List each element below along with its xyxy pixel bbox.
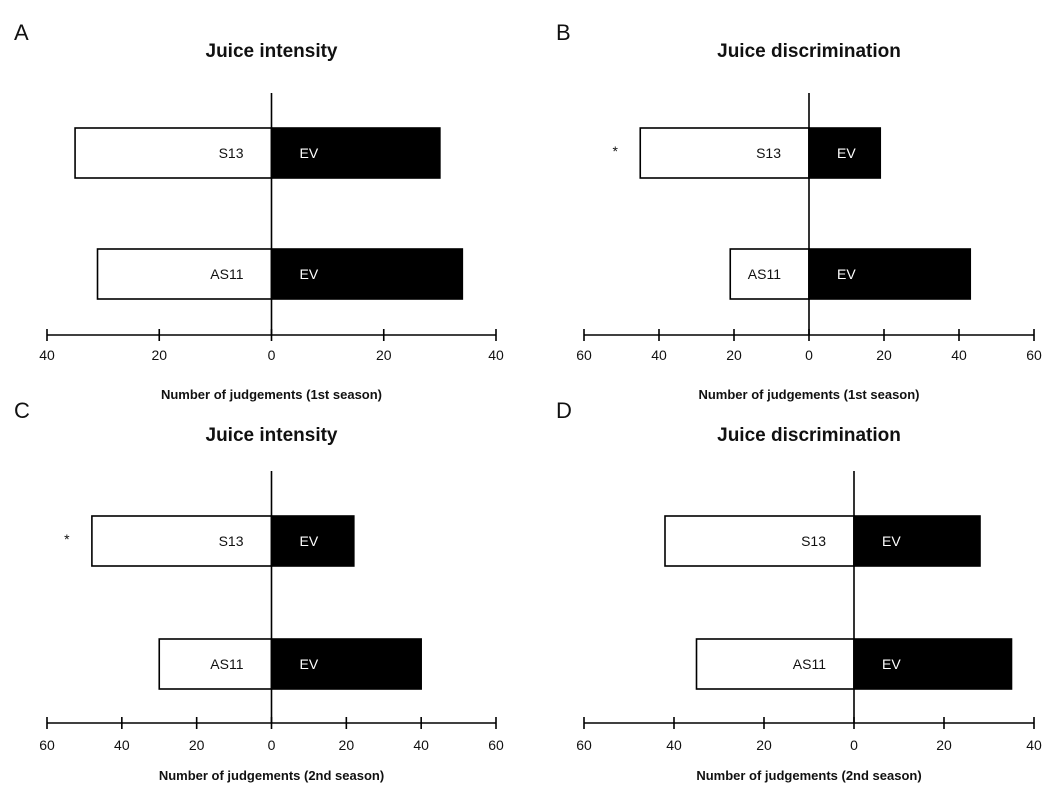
bar-left bbox=[158, 638, 273, 690]
x-axis-label: Number of judgements (1st season) bbox=[161, 387, 382, 402]
bar-label: EV bbox=[882, 533, 901, 549]
bar-right bbox=[270, 638, 422, 690]
bar-right bbox=[853, 638, 1013, 690]
x-tick-label: 20 bbox=[876, 347, 892, 363]
x-tick-label: 20 bbox=[756, 737, 772, 753]
bar-right bbox=[853, 515, 981, 567]
bar-label: AS11 bbox=[793, 656, 826, 672]
bar-label: EV bbox=[300, 533, 319, 549]
panel-letter: B bbox=[556, 20, 571, 45]
x-tick-label: 40 bbox=[114, 737, 130, 753]
chart-title: Juice intensity bbox=[206, 425, 338, 446]
x-tick-label: 40 bbox=[413, 737, 429, 753]
x-tick-label: 20 bbox=[189, 737, 205, 753]
bar-label: EV bbox=[300, 266, 319, 282]
x-tick-label: 0 bbox=[850, 737, 858, 753]
bar-label: AS11 bbox=[210, 656, 243, 672]
x-tick-label: 40 bbox=[666, 737, 682, 753]
x-tick-label: 40 bbox=[488, 347, 504, 363]
x-tick-label: 20 bbox=[151, 347, 167, 363]
chart-title: Juice discrimination bbox=[717, 41, 901, 62]
significance-marker: * bbox=[613, 143, 619, 159]
x-tick-label: 40 bbox=[651, 347, 667, 363]
bar-right bbox=[270, 127, 441, 179]
panel-c: C Juice intensity S13 EV * AS11 EV 60 40 20 0 20 40 6… bbox=[14, 398, 504, 783]
bar-left bbox=[729, 248, 810, 300]
x-tick-label: 60 bbox=[1026, 347, 1042, 363]
bar-label: EV bbox=[882, 656, 901, 672]
x-tick-label: 0 bbox=[805, 347, 813, 363]
bar-left bbox=[639, 127, 810, 179]
bar-right bbox=[270, 248, 464, 300]
bar-label: S13 bbox=[219, 533, 244, 549]
bar-left bbox=[91, 515, 273, 567]
x-tick-label: 20 bbox=[726, 347, 742, 363]
chart-title: Juice intensity bbox=[206, 41, 338, 62]
panel-letter: C bbox=[14, 398, 30, 423]
x-tick-label: 0 bbox=[268, 347, 276, 363]
panel-letter: D bbox=[556, 398, 572, 423]
bar-label: EV bbox=[837, 145, 856, 161]
x-tick-label: 60 bbox=[488, 737, 504, 753]
bar-left bbox=[74, 127, 273, 179]
bar-label: S13 bbox=[801, 533, 826, 549]
panel-a: A Juice intensity S13 EV AS11 EV 40 20 0 20 40 Numb… bbox=[14, 20, 504, 402]
bar-label: AS11 bbox=[748, 266, 781, 282]
x-tick-label: 60 bbox=[576, 347, 592, 363]
x-axis-label: Number of judgements (1st season) bbox=[698, 387, 919, 402]
bar-left bbox=[96, 248, 273, 300]
bar-label: AS11 bbox=[210, 266, 243, 282]
bar-right bbox=[808, 127, 882, 179]
bar-label: S13 bbox=[219, 145, 244, 161]
chart-title: Juice discrimination bbox=[717, 425, 901, 446]
x-tick-label: 20 bbox=[376, 347, 392, 363]
x-tick-label: 40 bbox=[1026, 737, 1042, 753]
panel-b: B Juice discrimination S13 EV * AS11 EV 60 40 20 0… bbox=[556, 20, 1042, 402]
panel-letter: A bbox=[14, 20, 29, 45]
x-axis-label: Number of judgements (2nd season) bbox=[159, 768, 384, 783]
significance-marker: * bbox=[64, 531, 70, 547]
bar-left bbox=[664, 515, 855, 567]
bar-label: EV bbox=[300, 145, 319, 161]
x-tick-label: 40 bbox=[39, 347, 55, 363]
x-tick-label: 20 bbox=[936, 737, 952, 753]
x-axis-label: Number of judgements (2nd season) bbox=[696, 768, 921, 783]
bar-label: EV bbox=[300, 656, 319, 672]
bar-left bbox=[695, 638, 855, 690]
bar-label: EV bbox=[837, 266, 856, 282]
bar-right bbox=[808, 248, 972, 300]
x-tick-label: 40 bbox=[951, 347, 967, 363]
x-tick-label: 20 bbox=[339, 737, 355, 753]
x-tick-label: 60 bbox=[576, 737, 592, 753]
x-tick-label: 0 bbox=[268, 737, 276, 753]
x-tick-label: 60 bbox=[39, 737, 55, 753]
bar-label: S13 bbox=[756, 145, 781, 161]
panel-d: D Juice discrimination S13 EV AS11 EV 60 40 20 0 2… bbox=[556, 398, 1042, 783]
